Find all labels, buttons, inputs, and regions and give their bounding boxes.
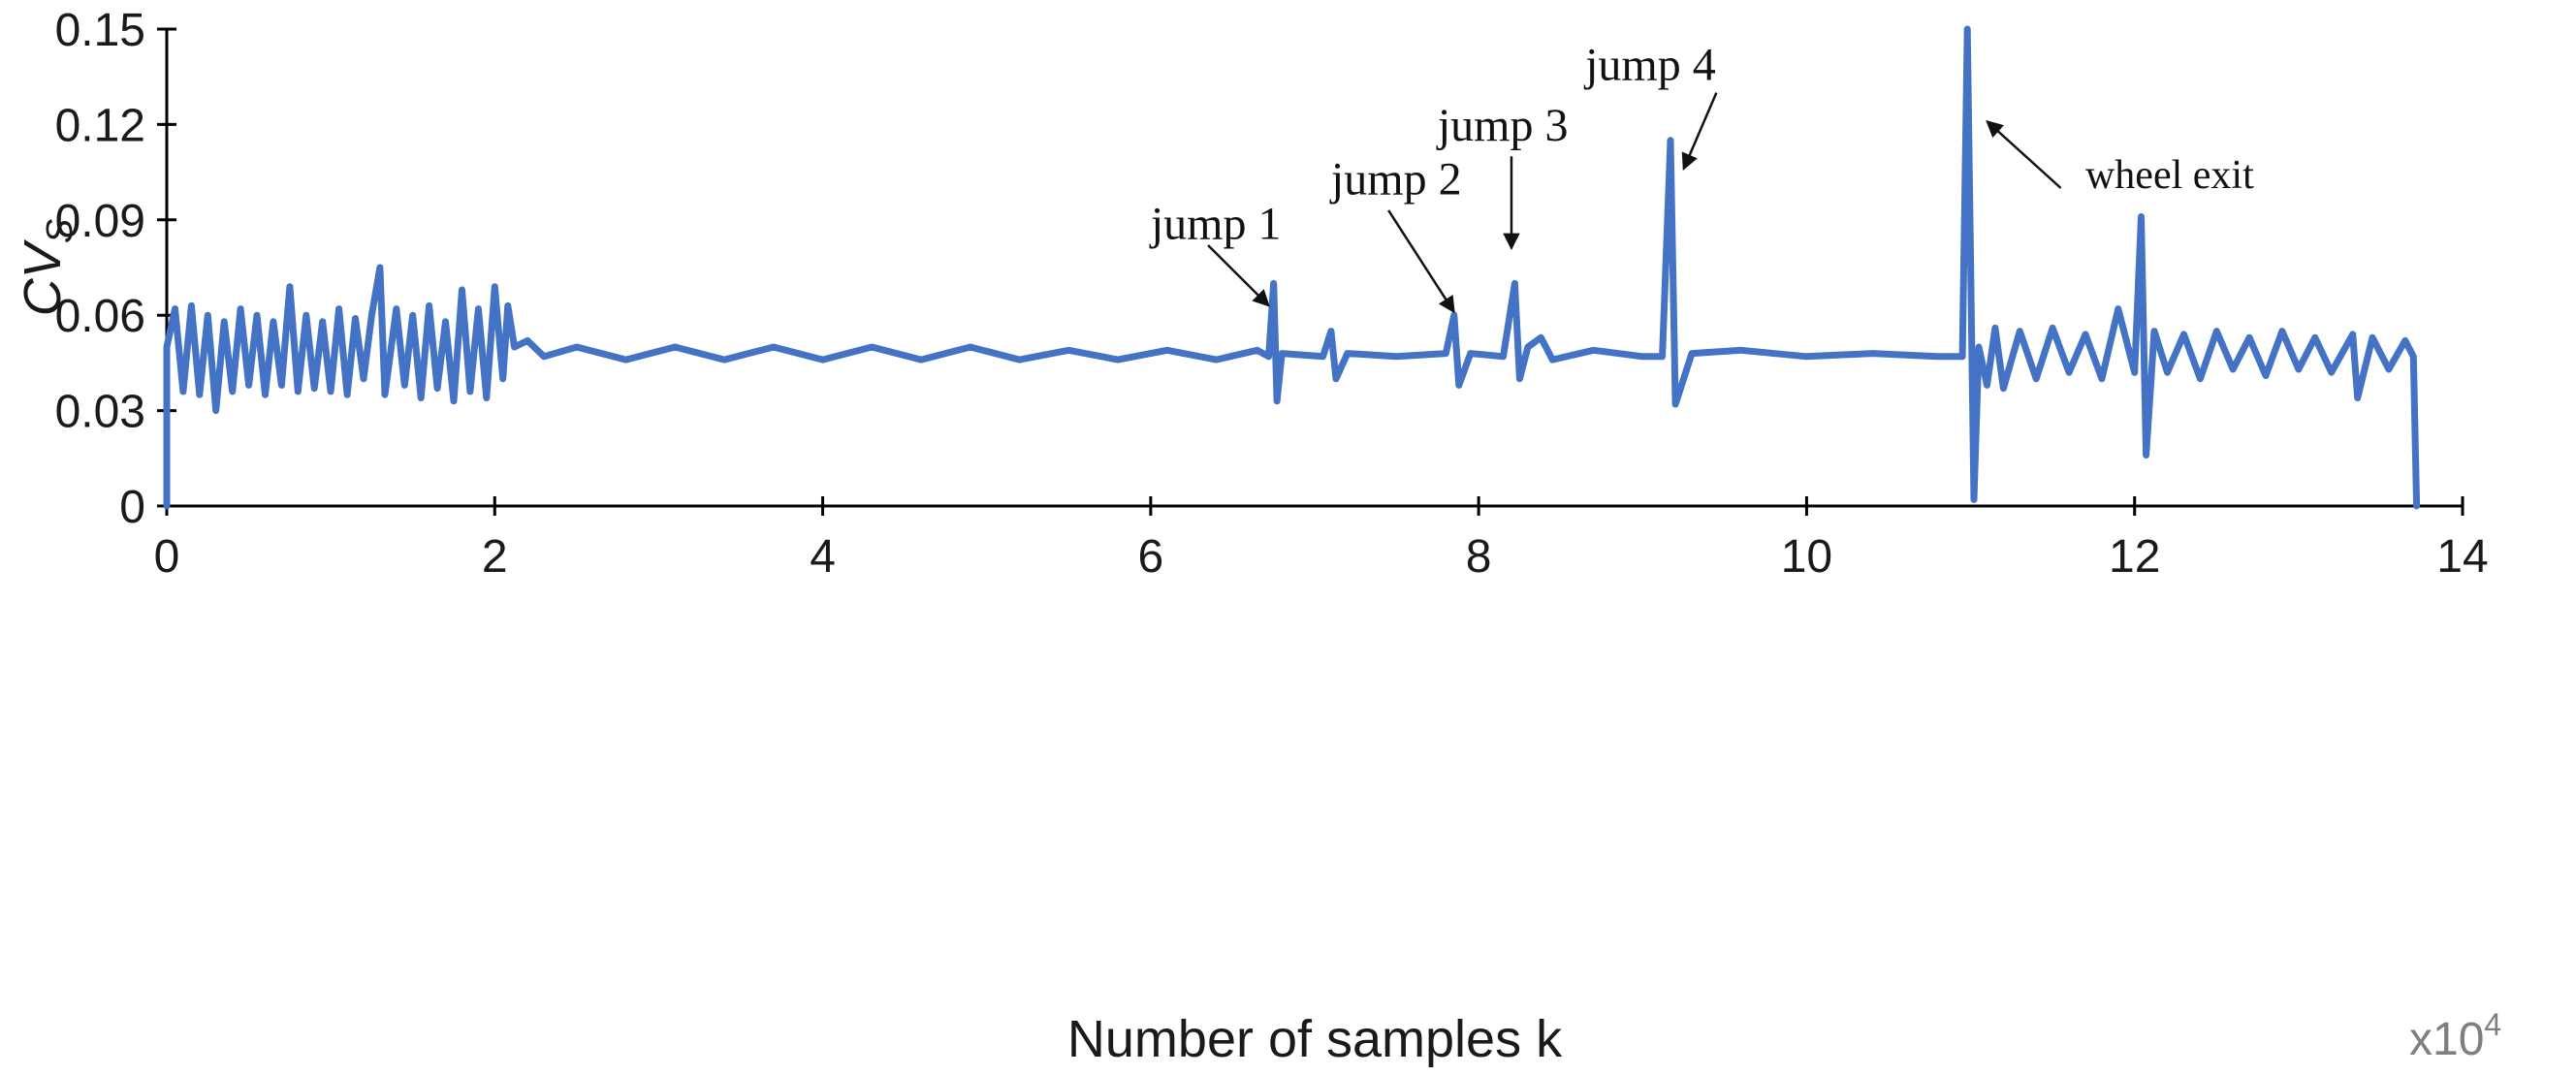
annotation-arrow bbox=[1207, 244, 1270, 307]
y-tick-label: 0.06 bbox=[55, 291, 145, 342]
annotation-arrow bbox=[1681, 92, 1718, 171]
y-tick-label: 0.09 bbox=[55, 196, 145, 247]
x-tick-label: 12 bbox=[2109, 531, 2160, 583]
y-axis-title-subscript: S bbox=[40, 219, 80, 243]
x-axis-multiplier-exponent: 4 bbox=[2484, 1007, 2501, 1042]
x-axis-title: Number of samples k bbox=[1067, 1010, 1563, 1068]
y-tick-label: 0.12 bbox=[55, 100, 145, 151]
annotation-arrow bbox=[1387, 209, 1455, 314]
axes: 0 2 4 6 8 10 12 14 0 0.03 0.06 0.09 0.12 0.15 bbox=[55, 5, 2489, 583]
series-layer bbox=[163, 25, 2421, 510]
y-tick-label: 0.03 bbox=[55, 387, 145, 438]
label-layer: Number of samples k x104 CVS bbox=[14, 219, 2501, 1068]
y-tick-label: 0.15 bbox=[55, 5, 145, 56]
annotation-arrow bbox=[1986, 119, 2062, 189]
x-tick-label: 4 bbox=[810, 531, 836, 583]
annotation-label: jump 2 bbox=[1329, 154, 1462, 206]
x-tick-label: 6 bbox=[1138, 531, 1164, 583]
x-tick-label: 14 bbox=[2436, 531, 2488, 583]
y-tick-label: 0 bbox=[119, 482, 145, 533]
x-tick-label: 0 bbox=[154, 531, 180, 583]
y-axis-title-main: CV bbox=[14, 238, 72, 316]
annotation-label: wheel exit bbox=[2085, 153, 2254, 198]
y-axis-title: CVS bbox=[14, 219, 80, 316]
data-series-line-0 bbox=[163, 25, 2421, 510]
annotation-label: jump 1 bbox=[1149, 198, 1282, 249]
x-tick-label: 2 bbox=[482, 531, 508, 583]
x-tick-label: 8 bbox=[1466, 531, 1492, 583]
x-axis-multiplier-base: x10 bbox=[2409, 1014, 2484, 1065]
annotation-label: jump 4 bbox=[1583, 39, 1716, 90]
x-axis-multiplier: x104 bbox=[2409, 1007, 2501, 1065]
annotation-label: jump 3 bbox=[1436, 100, 1569, 151]
x-tick-label: 10 bbox=[1781, 531, 1832, 583]
